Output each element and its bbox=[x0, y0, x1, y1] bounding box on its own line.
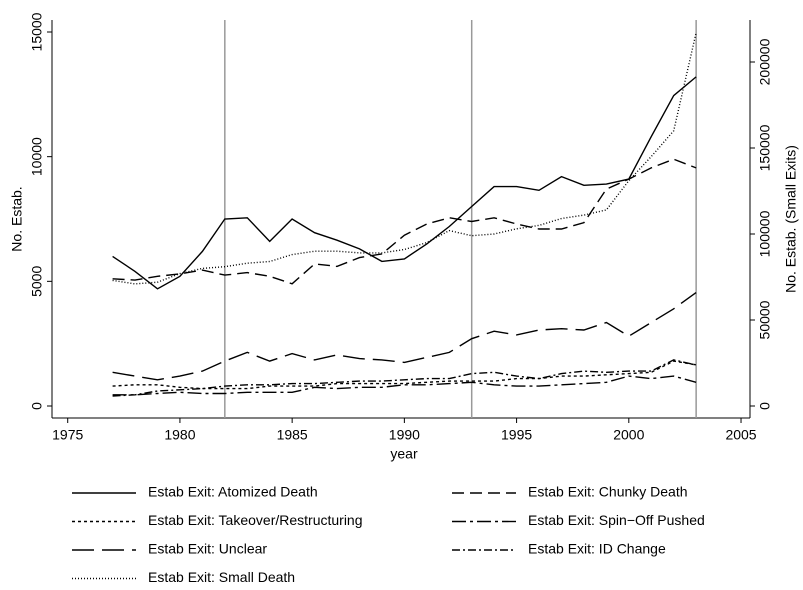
x-tick-label: 1995 bbox=[501, 427, 532, 443]
series-line bbox=[112, 292, 697, 381]
y-tick-label: 0 bbox=[29, 402, 45, 410]
y2-tick-label: 100000 bbox=[757, 210, 773, 257]
series-line bbox=[112, 76, 697, 290]
series-line bbox=[112, 375, 697, 396]
legend-label: Estab Exit: Spin−Off Pushed bbox=[528, 512, 705, 528]
x-tick-label: 2000 bbox=[613, 427, 644, 443]
legend-label: Estab Exit: Small Death bbox=[148, 569, 295, 585]
legend-label: Estab Exit: Unclear bbox=[148, 541, 267, 557]
y2-tick-label: 50000 bbox=[757, 300, 773, 339]
x-axis-title: year bbox=[390, 446, 418, 462]
y2-tick-label: 200000 bbox=[757, 38, 773, 85]
series-line bbox=[112, 158, 697, 285]
x-tick-label: 1985 bbox=[277, 427, 308, 443]
x-tick-label: 1990 bbox=[389, 427, 420, 443]
y-tick-label: 15000 bbox=[29, 12, 45, 51]
legend-label: Estab Exit: Atomized Death bbox=[148, 484, 318, 500]
series-line bbox=[112, 32, 697, 285]
x-tick-label: 1980 bbox=[164, 427, 195, 443]
y2-tick-label: 0 bbox=[757, 402, 773, 410]
y2-tick-label: 150000 bbox=[757, 124, 773, 171]
y-tick-label: 10000 bbox=[29, 137, 45, 176]
series-line bbox=[112, 360, 697, 390]
y-tick-label: 5000 bbox=[29, 266, 45, 297]
legend-label: Estab Exit: Chunky Death bbox=[528, 484, 688, 500]
legend-label: Estab Exit: Takeover/Restructuring bbox=[148, 512, 363, 528]
x-tick-label: 2005 bbox=[725, 427, 756, 443]
series-line bbox=[112, 359, 697, 397]
y2-axis-title: No. Estab. (Small Exits) bbox=[783, 145, 799, 293]
y-axis-title: No. Estab. bbox=[9, 186, 25, 251]
legend-label: Estab Exit: ID Change bbox=[528, 541, 666, 557]
x-tick-label: 1975 bbox=[52, 427, 83, 443]
